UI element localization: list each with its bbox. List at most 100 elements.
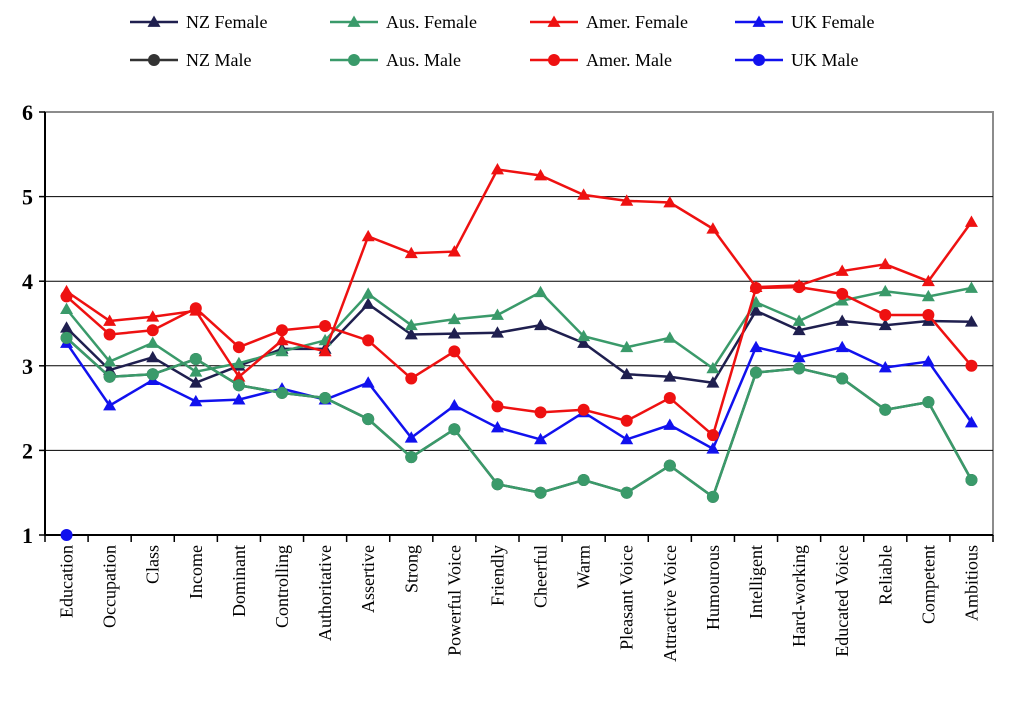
data-point-amer-female <box>447 245 461 257</box>
data-point-uk-female <box>404 431 418 443</box>
data-point-nz-female <box>964 315 978 327</box>
data-point-amer-male <box>965 359 978 372</box>
series-group <box>60 163 978 541</box>
legend-item-nz-male: NZ Male <box>130 50 251 70</box>
series-line-amer-female <box>65 168 973 379</box>
series-aus-male <box>60 331 978 503</box>
data-point-aus-female <box>447 312 461 325</box>
data-point-amer-male <box>362 334 375 347</box>
data-point-aus-female <box>146 336 160 348</box>
data-point-aus-female <box>490 308 504 320</box>
data-point-aus-male <box>60 331 73 344</box>
series-line-amer-male <box>65 285 973 438</box>
data-point-aus-male <box>620 486 633 499</box>
data-point-nz-female <box>404 327 418 340</box>
x-tick-label: Assertive <box>358 545 378 613</box>
legend-item-nz-female: NZ Female <box>130 12 267 32</box>
data-point-amer-female <box>577 188 591 200</box>
data-point-aus-male <box>405 451 418 464</box>
data-point-aus-male <box>879 403 892 416</box>
data-point-amer-male <box>60 290 73 303</box>
data-point-amer-female <box>878 257 892 270</box>
y-tick-label: 3 <box>22 354 33 379</box>
data-point-aus-male <box>319 391 332 404</box>
data-point-aus-male <box>965 474 978 487</box>
data-point-amer-male <box>836 287 849 300</box>
y-tick-label: 1 <box>22 523 33 548</box>
x-tick-label: Income <box>186 545 206 599</box>
data-point-nz-female <box>447 327 461 339</box>
data-point-amer-male <box>232 341 245 354</box>
gridlines <box>45 196 993 451</box>
data-point-amer-male <box>448 345 461 358</box>
x-tick-label: Class <box>143 545 163 584</box>
data-point-nz-female <box>146 350 160 363</box>
legend-label: UK Male <box>791 50 858 70</box>
series-line-aus-female <box>65 286 972 374</box>
data-point-amer-male <box>491 400 504 413</box>
data-point-amer-female <box>534 168 548 181</box>
legend-label: NZ Male <box>186 50 251 70</box>
data-point-nz-female <box>60 321 74 333</box>
data-point-aus-male <box>577 474 590 487</box>
data-point-amer-male <box>706 429 719 442</box>
data-point-amer-male <box>103 328 116 341</box>
data-point-uk-female <box>835 340 849 353</box>
series-line-aus-male <box>65 336 973 499</box>
data-point-aus-male <box>232 379 245 392</box>
legend-marker <box>348 54 360 66</box>
data-point-nz-female <box>749 304 763 316</box>
legend-item-amer-female: Amer. Female <box>530 12 688 32</box>
series-line-nz-female <box>65 302 972 385</box>
data-point-nz-female <box>620 367 634 380</box>
data-point-amer-male <box>577 403 590 416</box>
plot-frame <box>44 111 994 536</box>
x-tick-label: Education <box>57 545 77 618</box>
y-tick-label: 2 <box>22 438 33 463</box>
legend-marker <box>347 15 361 27</box>
data-point-nz-female <box>490 326 504 338</box>
data-point-aus-male <box>750 366 762 379</box>
data-point-nz-female <box>361 297 375 309</box>
x-tick-label: Strong <box>401 545 421 593</box>
legend-item-uk-male: UK Male <box>735 50 858 70</box>
data-point-nz-female <box>792 323 806 336</box>
data-point-aus-female <box>792 314 806 326</box>
data-point-aus-male <box>189 353 202 366</box>
data-point-uk-female <box>490 421 504 433</box>
legend-marker <box>548 54 560 66</box>
data-point-aus-male <box>362 413 375 426</box>
x-tick-label: Humourous <box>703 545 723 630</box>
data-point-amer-male <box>663 391 676 404</box>
data-point-amer-female <box>490 163 504 175</box>
data-point-aus-male <box>276 386 288 399</box>
x-tick-label: Warm <box>574 545 594 589</box>
legend-item-aus-male: Aus. Male <box>330 50 461 70</box>
data-point-nz-female <box>835 314 849 326</box>
data-point-aus-female <box>232 356 246 369</box>
data-point-uk-female <box>361 376 375 388</box>
data-point-amer-female <box>835 264 849 276</box>
data-point-aus-male <box>793 362 806 375</box>
data-point-amer-male <box>146 324 159 337</box>
data-point-uk-female <box>232 393 246 405</box>
data-point-amer-male <box>793 281 806 294</box>
data-point-uk-female <box>706 442 720 454</box>
data-point-aus-male <box>663 459 676 472</box>
data-point-uk-female <box>792 350 806 363</box>
legend-marker <box>148 54 160 66</box>
data-point-aus-female <box>189 365 203 377</box>
data-point-aus-male <box>103 370 116 383</box>
legend-marker <box>752 15 766 27</box>
legend-marker <box>547 15 561 27</box>
data-point-uk-female <box>921 355 935 367</box>
data-point-aus-male <box>491 478 504 491</box>
data-point-uk-female <box>964 415 978 428</box>
data-point-amer-male <box>405 372 418 385</box>
data-point-uk-female <box>447 399 461 411</box>
legend-label: Amer. Female <box>586 12 688 32</box>
data-point-uk-female <box>534 432 548 445</box>
y-axis: 1 2 3 4 5 6 <box>22 100 46 548</box>
x-tick-label: Friendly <box>487 545 507 606</box>
